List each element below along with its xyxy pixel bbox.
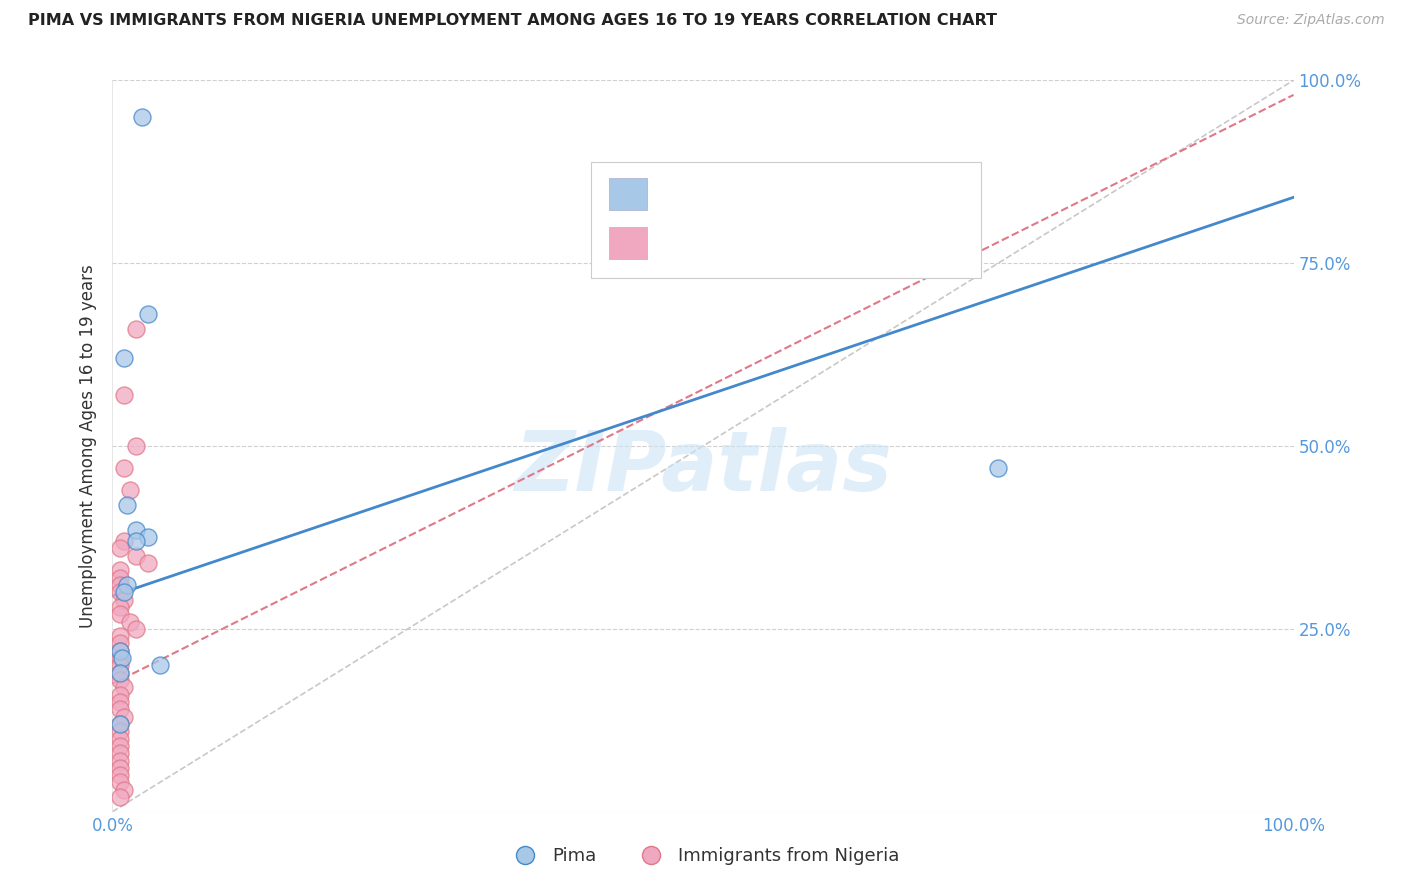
- Point: [108, 665, 131, 680]
- Point: [125, 622, 148, 636]
- Point: [108, 651, 131, 665]
- Point: [108, 563, 131, 577]
- Legend: Pima, Immigrants from Nigeria: Pima, Immigrants from Nigeria: [499, 839, 907, 872]
- Point: [108, 629, 131, 643]
- Point: [108, 695, 131, 709]
- Point: [115, 578, 138, 592]
- Point: [108, 790, 131, 805]
- Point: [131, 110, 153, 124]
- Point: [136, 307, 159, 321]
- Bar: [609, 227, 648, 260]
- Point: [108, 673, 131, 687]
- Point: [108, 717, 131, 731]
- Point: [108, 665, 131, 680]
- Point: [112, 681, 135, 695]
- Point: [115, 498, 138, 512]
- Point: [125, 439, 148, 453]
- Point: [108, 658, 131, 673]
- Text: Source: ZipAtlas.com: Source: ZipAtlas.com: [1237, 13, 1385, 28]
- Y-axis label: Unemployment Among Ages 16 to 19 years: Unemployment Among Ages 16 to 19 years: [79, 264, 97, 628]
- FancyBboxPatch shape: [591, 162, 980, 277]
- Point: [125, 549, 148, 563]
- Point: [108, 585, 131, 599]
- Point: [108, 724, 131, 739]
- Point: [108, 775, 131, 789]
- Point: [108, 571, 131, 585]
- Point: [112, 585, 135, 599]
- Point: [108, 578, 131, 592]
- Point: [149, 658, 172, 673]
- Point: [125, 523, 148, 537]
- Point: [136, 530, 159, 544]
- Point: [108, 644, 131, 658]
- Point: [112, 782, 135, 797]
- Point: [111, 651, 134, 665]
- Point: [120, 615, 142, 629]
- Point: [125, 534, 148, 549]
- Point: [112, 388, 135, 402]
- Text: ZIPatlas: ZIPatlas: [515, 427, 891, 508]
- Text: R = 0.377    N = 15: R = 0.377 N = 15: [662, 185, 853, 204]
- Point: [120, 483, 142, 497]
- Text: PIMA VS IMMIGRANTS FROM NIGERIA UNEMPLOYMENT AMONG AGES 16 TO 19 YEARS CORRELATI: PIMA VS IMMIGRANTS FROM NIGERIA UNEMPLOY…: [28, 13, 997, 29]
- Point: [108, 599, 131, 614]
- Point: [108, 541, 131, 556]
- Point: [112, 709, 135, 723]
- Point: [112, 351, 135, 366]
- Point: [108, 731, 131, 746]
- Point: [108, 768, 131, 782]
- Point: [108, 688, 131, 702]
- Point: [112, 592, 135, 607]
- Point: [136, 556, 159, 570]
- Point: [108, 636, 131, 650]
- Point: [112, 461, 135, 475]
- Point: [108, 739, 131, 753]
- Point: [108, 702, 131, 716]
- Point: [987, 461, 1010, 475]
- Point: [108, 607, 131, 622]
- Point: [108, 754, 131, 768]
- Point: [125, 322, 148, 336]
- Text: R = 0.196    N = 41: R = 0.196 N = 41: [662, 234, 853, 253]
- Point: [108, 761, 131, 775]
- Point: [112, 534, 135, 549]
- Point: [108, 746, 131, 760]
- Point: [108, 717, 131, 731]
- Bar: [609, 178, 648, 211]
- Point: [108, 644, 131, 658]
